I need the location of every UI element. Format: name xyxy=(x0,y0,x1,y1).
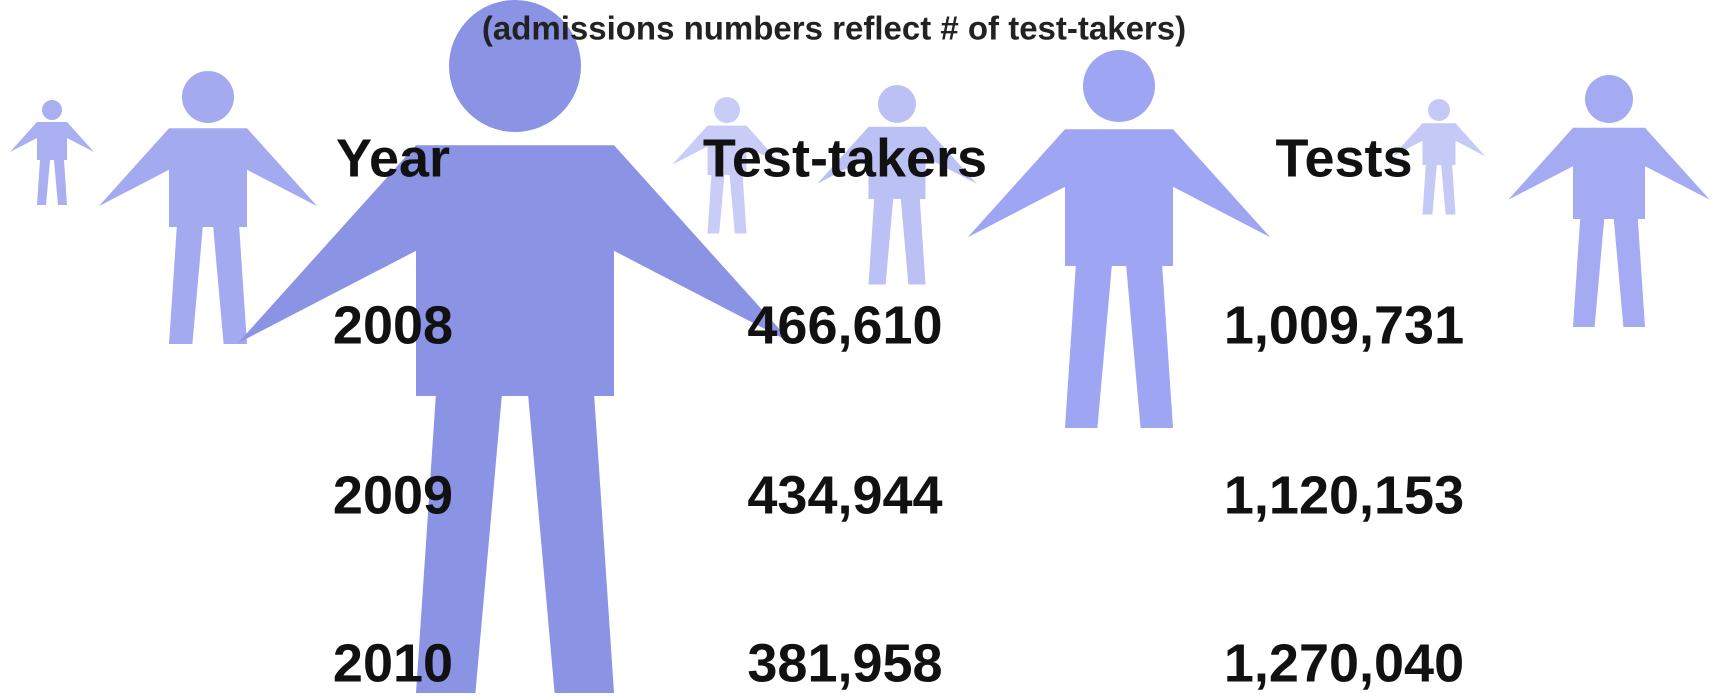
table-cell: 1,009,731 xyxy=(1224,295,1464,355)
table-cell: 434,944 xyxy=(747,465,942,525)
subtitle: (admissions numbers reflect # of test-ta… xyxy=(482,10,1186,47)
person-figure xyxy=(968,50,1270,428)
table-cell: 466,610 xyxy=(747,295,942,355)
table-cell: 2010 xyxy=(333,633,453,693)
table-cell: 2008 xyxy=(333,295,453,355)
table-header: Tests xyxy=(1275,128,1412,188)
table-cell: 1,120,153 xyxy=(1224,465,1464,525)
table-cell: 1,270,040 xyxy=(1224,633,1464,693)
person-figure xyxy=(238,0,792,693)
table-cell: 2009 xyxy=(333,465,453,525)
person-figure xyxy=(1508,75,1710,327)
table-header: Test-takers xyxy=(703,128,987,188)
person-figure xyxy=(10,100,94,205)
table-cell: 381,958 xyxy=(747,633,942,693)
table-header: Year xyxy=(336,128,450,188)
slide: (admissions numbers reflect # of test-ta… xyxy=(0,0,1720,699)
